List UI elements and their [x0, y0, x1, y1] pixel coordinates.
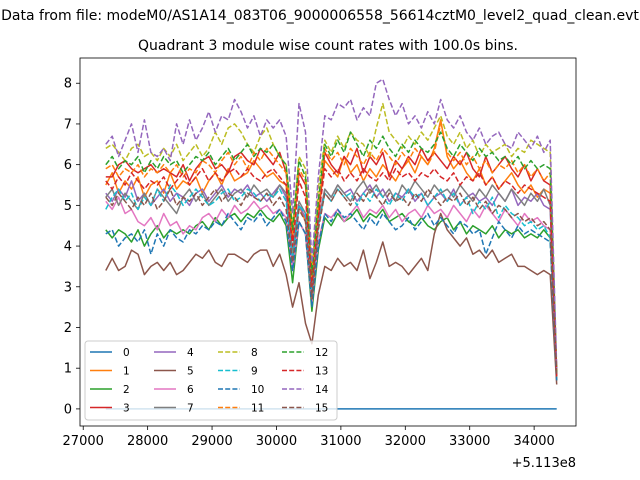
y-tick-label: 0 [64, 402, 72, 417]
x-axis: 27000 28000 29000 30000 31000 32000 33000 34000 [63, 426, 555, 449]
series-line-5 [105, 212, 558, 385]
series-layer [105, 78, 558, 410]
legend-label-2: 2 [123, 384, 130, 396]
legend-label-13: 13 [315, 366, 328, 378]
chart-title: Quadrant 3 module wise count rates with … [138, 38, 518, 54]
figure-suptitle: Data from file: modeM0/AS1A14_083T06_900… [1, 8, 639, 24]
legend-label-6: 6 [187, 384, 194, 396]
legend-label-11: 11 [251, 403, 264, 415]
legend-box [84, 340, 338, 421]
legend-label-14: 14 [315, 384, 329, 396]
series-line-1 [105, 119, 558, 373]
x-tick-label: 33000 [449, 434, 490, 449]
series-line-14 [105, 78, 558, 369]
axes-frame [79, 57, 577, 427]
x-tick-label: 34000 [513, 434, 554, 449]
legend-label-12: 12 [315, 347, 328, 359]
legend-label-3: 3 [123, 403, 130, 415]
legend-label-15: 15 [315, 403, 328, 415]
legend-label-9: 9 [251, 366, 258, 378]
y-tick-label: 3 [64, 280, 72, 295]
legend-label-4: 4 [187, 347, 194, 359]
y-tick-label: 1 [64, 362, 72, 377]
x-tick-label: 28000 [127, 434, 168, 449]
y-tick-label: 8 [64, 77, 72, 92]
series-line-8 [105, 102, 558, 373]
x-tick-label: 27000 [63, 434, 104, 449]
series-line-13 [105, 167, 558, 377]
series-line-15 [105, 188, 558, 377]
legend-label-10: 10 [251, 384, 264, 396]
y-tick-label: 7 [64, 117, 72, 132]
series-line-9 [105, 184, 558, 377]
series-line-10 [105, 208, 558, 381]
series-line-6 [105, 196, 558, 377]
legend-label-8: 8 [251, 347, 258, 359]
y-tick-label: 2 [64, 321, 72, 336]
x-tick-label: 32000 [385, 434, 426, 449]
y-tick-label: 6 [64, 158, 72, 173]
series-line-12 [105, 131, 558, 373]
legend-label-1: 1 [123, 366, 130, 378]
x-tick-label: 29000 [191, 434, 232, 449]
x-tick-label: 31000 [320, 434, 361, 449]
legend-label-5: 5 [187, 366, 194, 378]
y-tick-label: 5 [64, 199, 72, 214]
x-axis-offset-label: +5.113e8 [512, 456, 576, 471]
y-axis: 0 1 2 3 4 5 6 7 8 [64, 77, 80, 417]
y-tick-label: 4 [64, 240, 72, 255]
legend-label-0: 0 [123, 347, 130, 359]
legend-label-7: 7 [187, 403, 194, 415]
series-line-11 [105, 123, 558, 373]
x-tick-label: 30000 [256, 434, 297, 449]
